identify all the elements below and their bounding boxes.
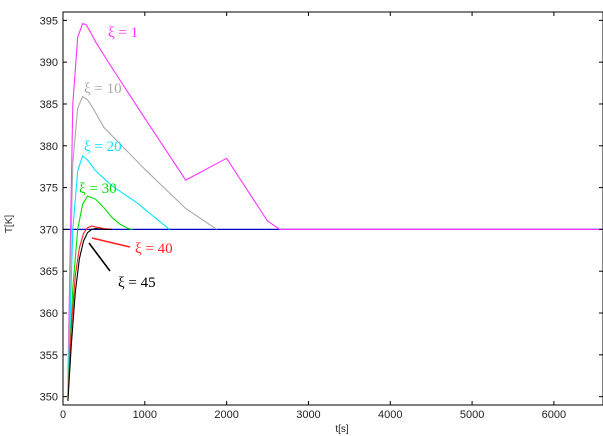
x-tick-label-0: 0 <box>60 409 66 421</box>
x-tick-label-3: 3000 <box>296 409 320 421</box>
y-tick-label-1: 355 <box>40 350 58 362</box>
series-line-4 <box>67 225 113 401</box>
y-tick-label-6: 380 <box>40 141 58 153</box>
series-line-5 <box>67 228 113 401</box>
arrow-xi-40 <box>91 237 131 248</box>
series-annotations: ξ = 1 ξ = 10 ξ = 20 ξ = 30 ξ = 40 ξ = 45 <box>79 25 173 291</box>
series-line-1 <box>67 95 218 389</box>
arrow-xi-45 <box>88 242 111 272</box>
x-tick-label-1: 1000 <box>133 409 157 421</box>
x-tick-label-5: 5000 <box>460 409 484 421</box>
y-tick-label-8: 390 <box>40 57 58 69</box>
y-tick-label-7: 385 <box>40 99 58 111</box>
annotation-xi-20: ξ = 20 <box>84 139 122 155</box>
x-axis-label: t[s] <box>335 424 349 435</box>
x-tick-label-6: 6000 <box>542 409 566 421</box>
y-tick-label-4: 370 <box>40 224 58 236</box>
annotation-xi-30: ξ = 30 <box>79 181 117 197</box>
annotation-xi-45: ξ = 45 <box>118 275 156 291</box>
annotation-xi-10: ξ = 10 <box>84 81 122 97</box>
series-line-2 <box>67 154 170 397</box>
y-tick-label-0: 350 <box>40 392 58 404</box>
annotation-xi-40: ξ = 40 <box>135 241 173 257</box>
y-axis-label: T[K] <box>4 215 15 234</box>
axes: 0 1000 2000 3000 4000 5000 6000 350 355 360 365 370… <box>40 11 603 421</box>
series-line-3 <box>67 195 133 397</box>
annotation-xi-1: ξ = 1 <box>108 25 138 41</box>
y-tick-label-3: 365 <box>40 266 58 278</box>
plot-frame <box>62 11 603 406</box>
series-line-0 <box>67 23 603 380</box>
x-tick-label-2: 2000 <box>214 409 238 421</box>
x-tick-label-4: 4000 <box>378 409 402 421</box>
y-tick-label-2: 360 <box>40 308 58 320</box>
y-tick-label-5: 375 <box>40 183 58 195</box>
plot-area <box>63 23 603 401</box>
y-tick-label-9: 395 <box>40 15 58 27</box>
